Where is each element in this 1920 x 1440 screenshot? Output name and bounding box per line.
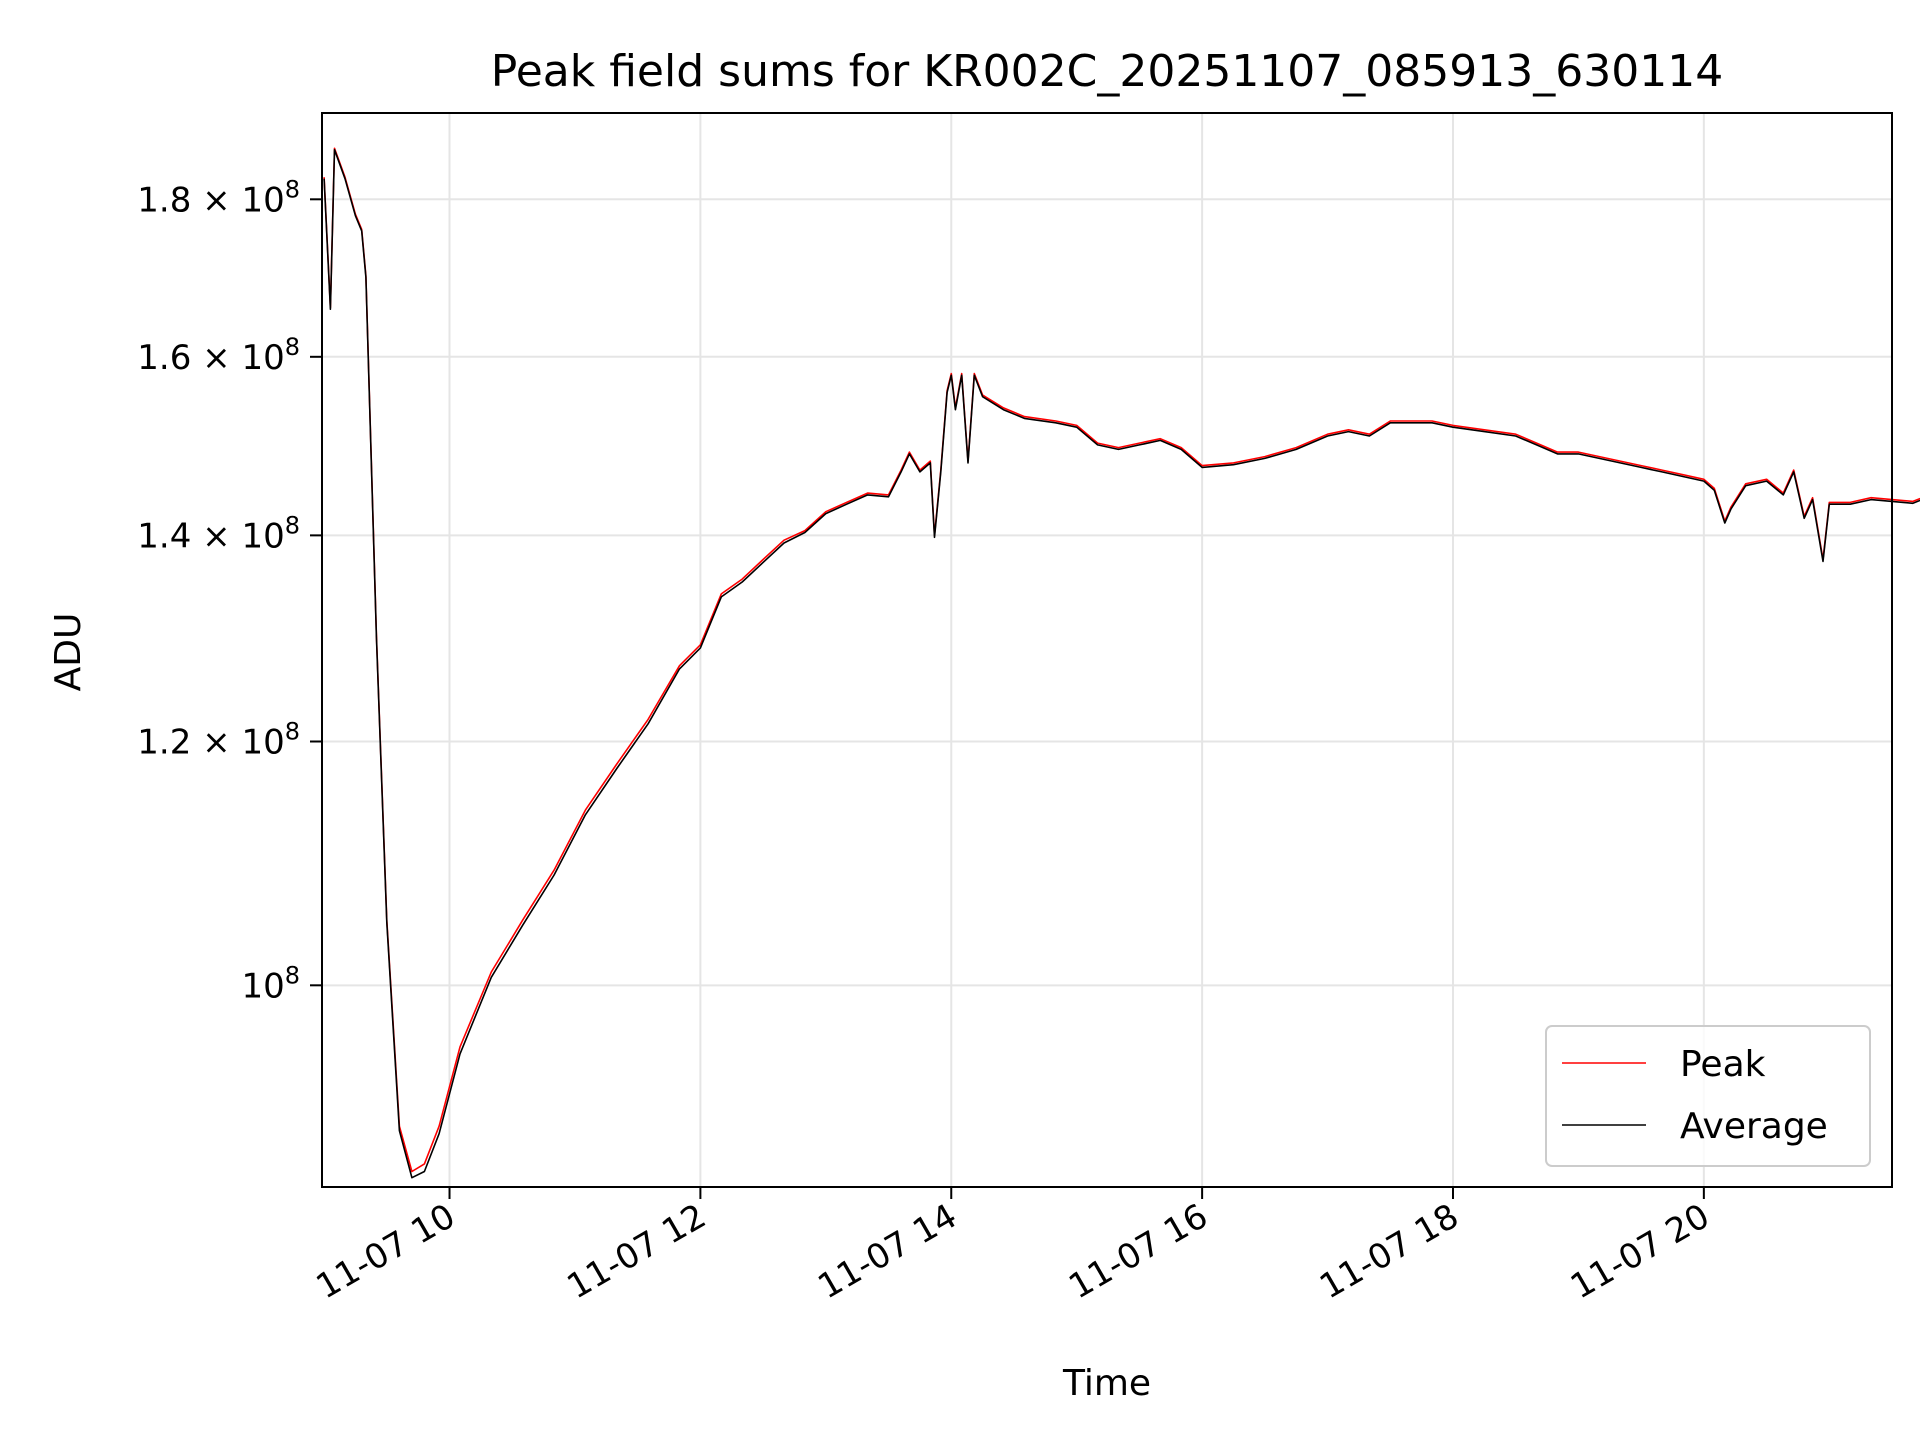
series-line-peak	[323, 147, 1920, 1173]
y-tick-label: 1.2 × 108	[137, 718, 300, 763]
x-axis-label: Time	[1062, 1363, 1151, 1404]
chart-title: Peak field sums for KR002C_20251107_0859…	[491, 46, 1723, 97]
series-line-average	[323, 148, 1920, 1179]
y-tick-label: 1.4 × 108	[137, 511, 300, 556]
legend-box	[1545, 1025, 1871, 1167]
plot-frame	[321, 112, 1893, 1188]
legend: Peak Average	[1545, 1025, 1871, 1167]
grid-layer	[322, 113, 1892, 1187]
y-tick-label: 1.8 × 108	[137, 175, 300, 220]
legend-label-average: Average	[1680, 1106, 1828, 1147]
series-layer	[323, 147, 1920, 1179]
y-tick-label: 108	[241, 961, 300, 1006]
y-tick-label: 1.6 × 108	[137, 333, 300, 378]
legend-label-peak: Peak	[1680, 1044, 1766, 1085]
y-axis-label: ADU	[48, 613, 89, 692]
